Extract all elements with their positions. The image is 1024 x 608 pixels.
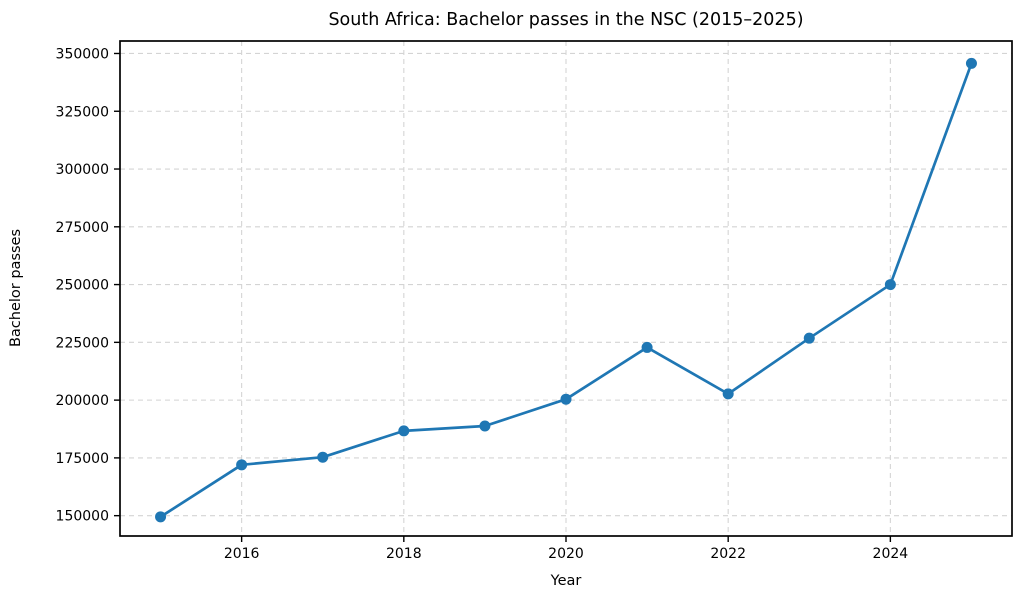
x-tick-label: 2018 (386, 546, 422, 562)
data-point (722, 388, 734, 400)
grid-layer (120, 41, 1012, 536)
data-point (479, 420, 491, 432)
data-point (803, 332, 815, 344)
x-axis-label: Year (550, 573, 582, 589)
y-tick-label: 250000 (56, 278, 109, 294)
x-tick-label: 2020 (548, 546, 584, 562)
y-axis-label: Bachelor passes (8, 229, 24, 347)
data-point (965, 57, 977, 69)
x-tick-label: 2016 (224, 546, 260, 562)
y-tick-label: 300000 (56, 162, 109, 178)
tick-layer: 2016 2018 2020 2022 2024 150000 175000 200000 22… (56, 46, 909, 562)
y-tick-label: 175000 (56, 451, 109, 467)
y-tick-label: 150000 (56, 509, 109, 525)
y-tick-label: 325000 (56, 104, 109, 120)
y-tick-label: 200000 (56, 393, 109, 409)
data-point (560, 393, 572, 405)
y-tick-label: 225000 (56, 335, 109, 351)
x-tick-label: 2024 (873, 546, 909, 562)
data-point (884, 279, 896, 291)
data-point (155, 511, 167, 523)
data-point (236, 459, 248, 471)
data-point (641, 341, 653, 353)
data-point (398, 425, 410, 437)
y-tick-label: 350000 (56, 46, 109, 62)
chart-title: South Africa: Bachelor passes in the NSC… (328, 10, 803, 30)
data-point (317, 451, 329, 463)
y-tick-label: 275000 (56, 220, 109, 236)
series-layer (155, 57, 977, 523)
x-tick-label: 2022 (710, 546, 746, 562)
